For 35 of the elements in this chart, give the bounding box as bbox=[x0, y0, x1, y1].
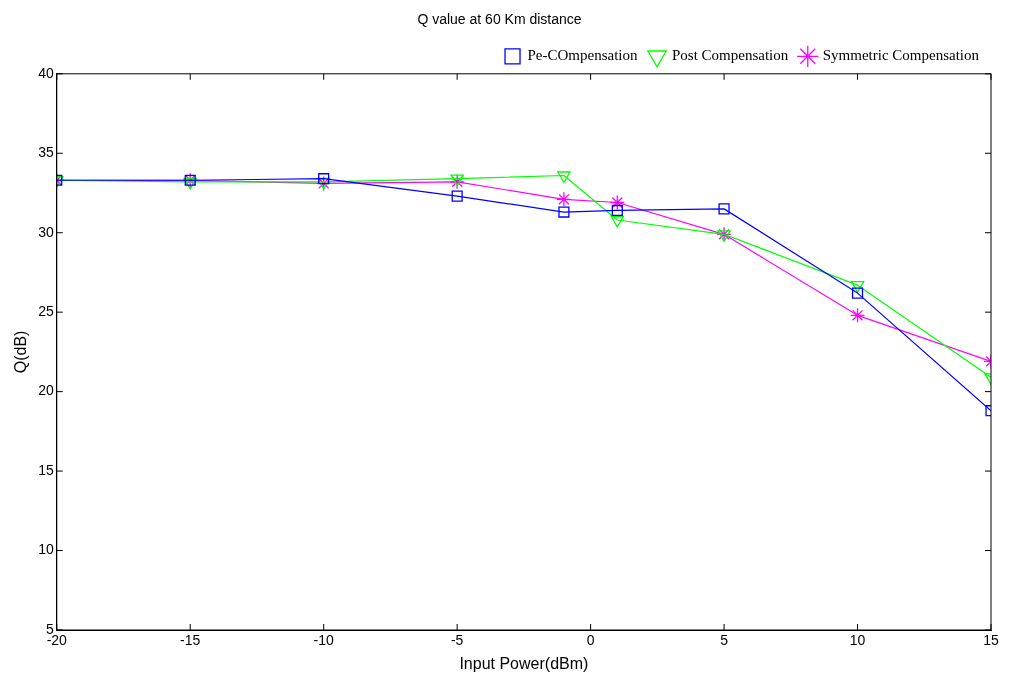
y-tick-label: 25 bbox=[38, 303, 54, 320]
y-tick-label: 10 bbox=[38, 541, 54, 558]
y-tick-label: 30 bbox=[38, 223, 54, 240]
point bbox=[851, 287, 864, 299]
x-tick-label: 0 bbox=[586, 632, 595, 649]
point bbox=[611, 204, 623, 217]
point bbox=[849, 307, 866, 323]
y-tick-label: 40 bbox=[38, 64, 54, 81]
x-tick-label: 10 bbox=[849, 632, 866, 649]
point bbox=[716, 226, 732, 242]
point bbox=[609, 194, 625, 211]
point bbox=[850, 281, 865, 293]
point bbox=[451, 190, 463, 202]
y-tick-label: 15 bbox=[38, 461, 54, 478]
legend-label: Symmetric Compensation bbox=[822, 47, 980, 64]
y-axis-title: Q(dB) bbox=[12, 330, 30, 374]
point bbox=[717, 230, 731, 242]
point bbox=[318, 173, 330, 185]
legend-label: Post Compensation bbox=[672, 47, 789, 64]
point bbox=[610, 215, 625, 228]
point bbox=[183, 177, 197, 190]
point bbox=[556, 191, 572, 207]
point bbox=[718, 203, 730, 215]
x-tick-label: -10 bbox=[313, 632, 335, 649]
x-tick-label: -5 bbox=[450, 632, 464, 649]
chart-title: Q value at 60 Km distance bbox=[417, 11, 582, 28]
x-tick-label: 5 bbox=[720, 632, 729, 649]
legend-label: Pe-COmpensation bbox=[527, 47, 639, 64]
y-tick-label: 35 bbox=[38, 144, 54, 161]
x-axis-title: Input Power(dBm) bbox=[459, 654, 589, 672]
point bbox=[558, 206, 570, 218]
x-tick-label: -15 bbox=[180, 632, 201, 649]
y-tick-label: 20 bbox=[38, 382, 54, 399]
point bbox=[557, 171, 571, 184]
x-tick-label: 15 bbox=[983, 632, 999, 649]
